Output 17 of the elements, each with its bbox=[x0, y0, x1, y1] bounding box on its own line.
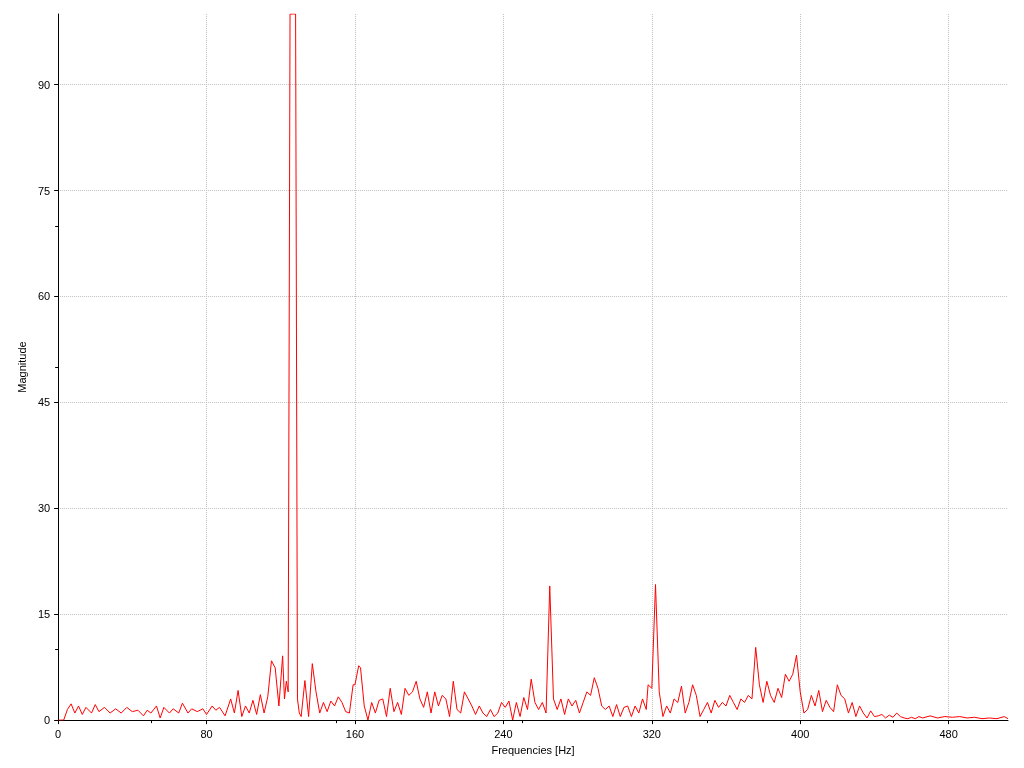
y-tick-label: 90 bbox=[37, 78, 51, 91]
y-tick-label: 60 bbox=[37, 290, 51, 303]
y-tick-label: 75 bbox=[37, 184, 51, 197]
y-axis-title: Magnitude bbox=[15, 341, 28, 393]
y-tick-label: 30 bbox=[37, 502, 51, 515]
x-tick-label: 160 bbox=[345, 727, 365, 740]
x-tick-label: 320 bbox=[642, 727, 661, 740]
x-axis-title: Frequencies [Hz] bbox=[491, 743, 575, 756]
x-tick-label: 80 bbox=[200, 727, 213, 740]
y-tick-label: 15 bbox=[37, 608, 51, 621]
x-tick-label: 0 bbox=[55, 727, 62, 740]
line-series bbox=[57, 13, 1009, 721]
y-tick-label: 45 bbox=[37, 396, 51, 409]
y-tick-label: 0 bbox=[44, 714, 51, 727]
x-tick-label: 480 bbox=[939, 727, 958, 740]
x-tick-label: 400 bbox=[791, 727, 810, 740]
x-tick-label: 240 bbox=[494, 727, 513, 740]
